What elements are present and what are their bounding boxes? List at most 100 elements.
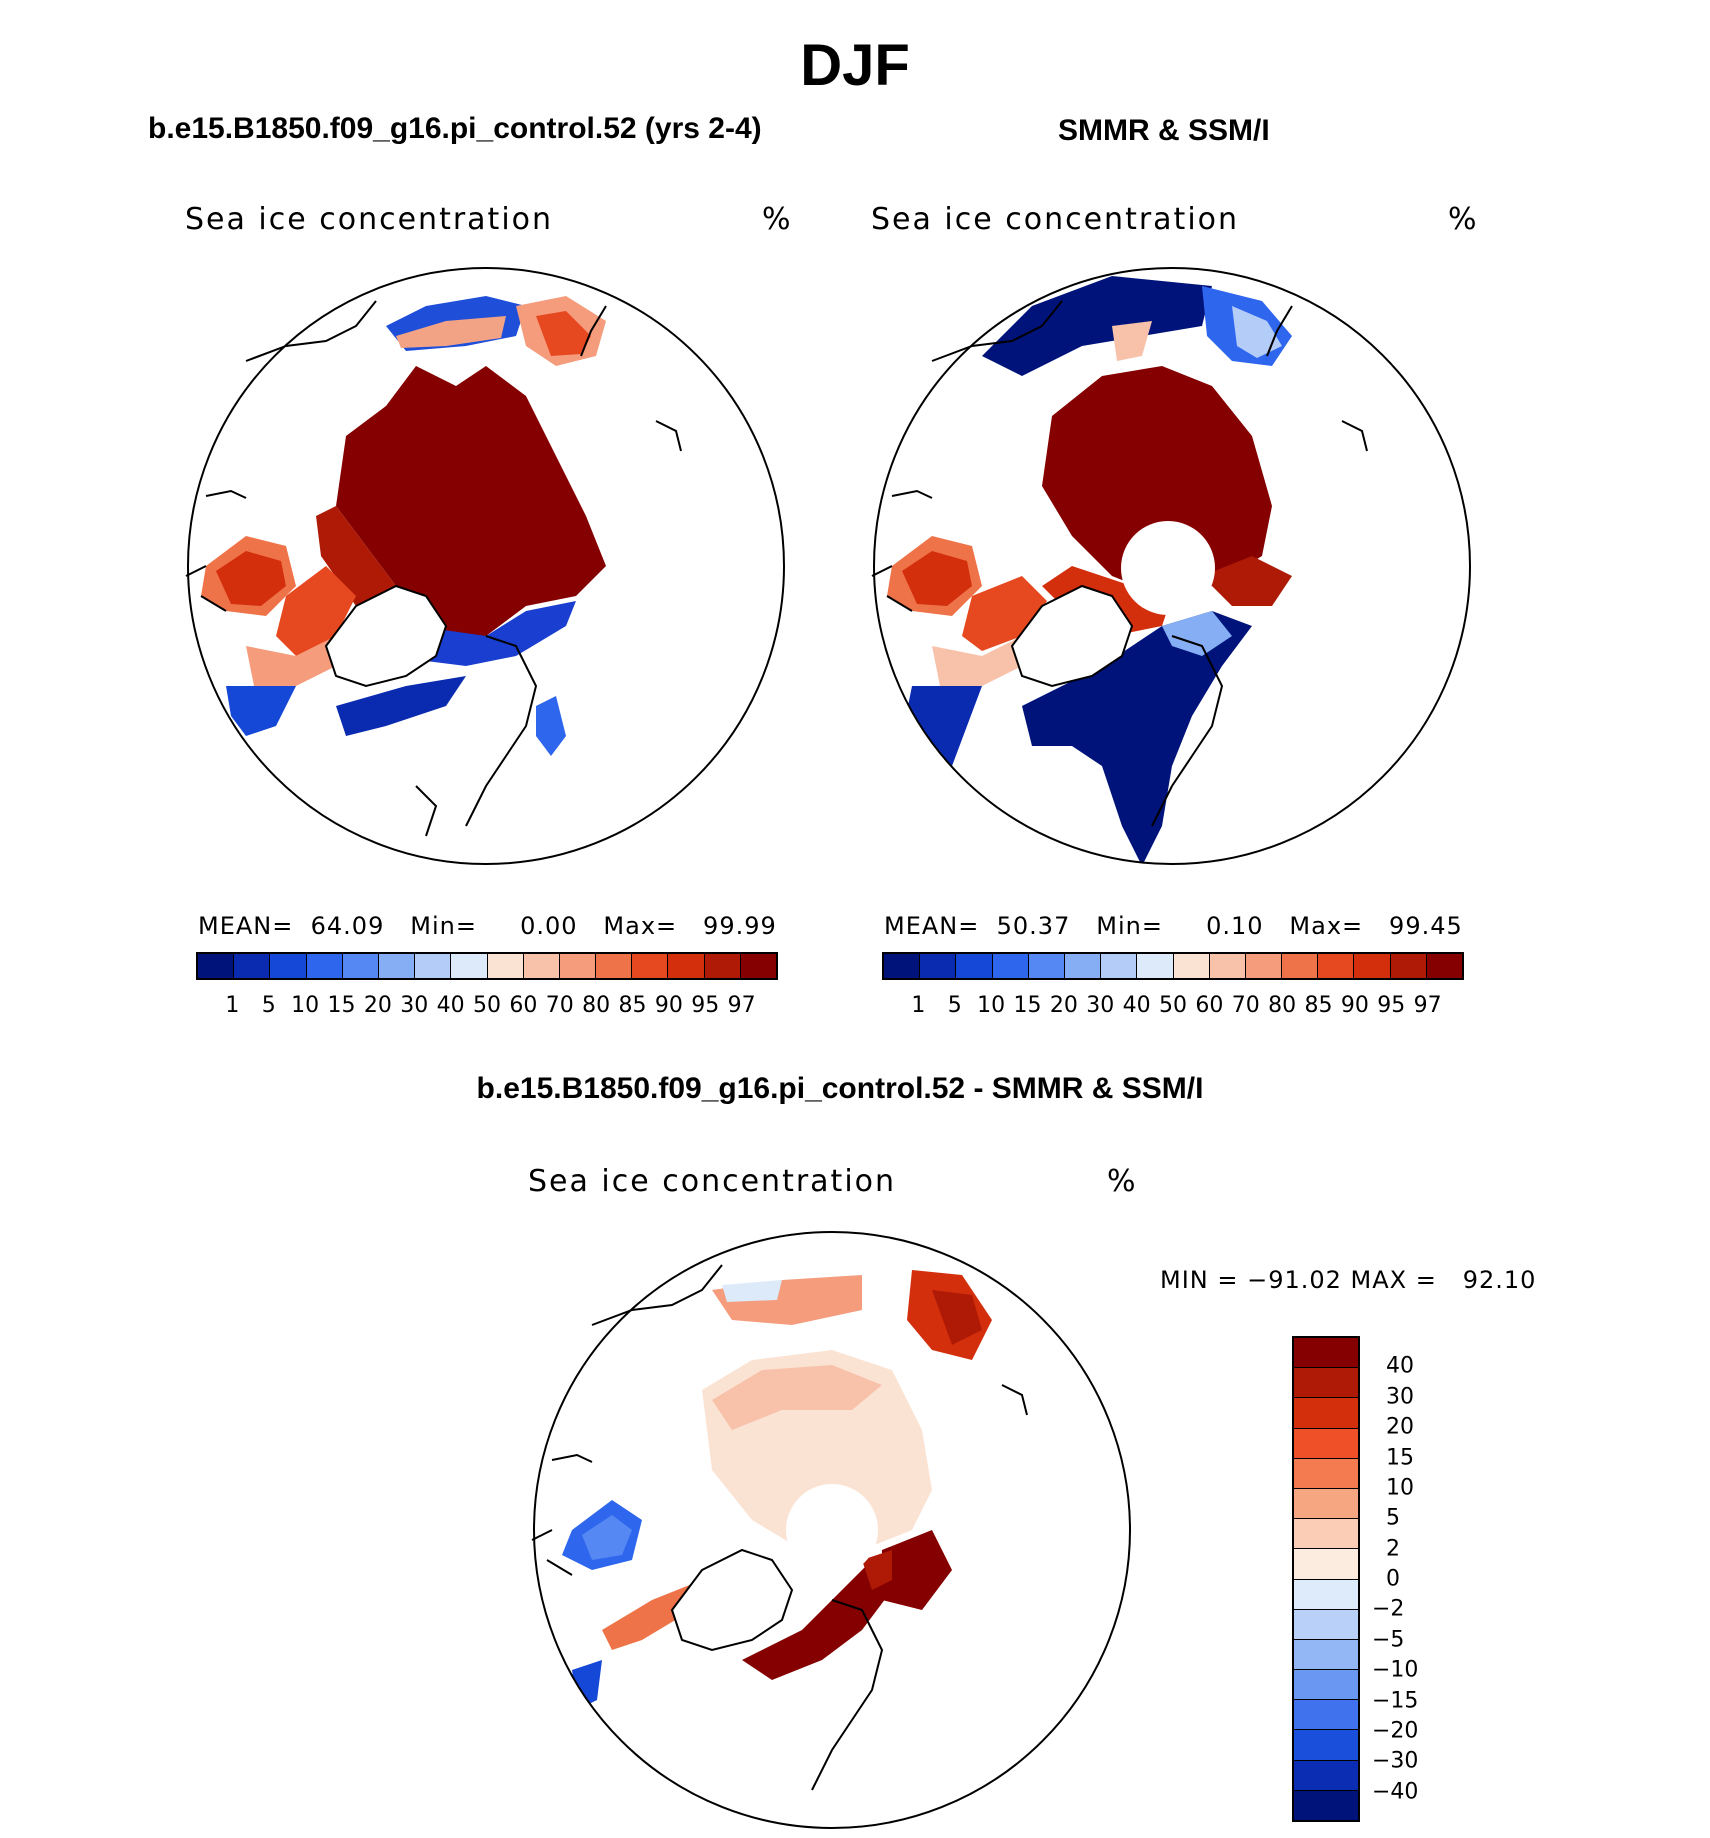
colorbar-tick-label: −40 (1372, 1779, 1419, 1805)
obs-units-label: % (1448, 202, 1477, 237)
colorbar-swatch (1294, 1488, 1358, 1520)
colorbar-tick-label: 15 (1386, 1445, 1414, 1470)
colorbar-swatch (1101, 954, 1138, 978)
obs-colorbar-ticks: 1 5 10 15 20 30 40 50 60 70 80 85 90 95 97 (882, 993, 1464, 1019)
colorbar-swatch (270, 954, 307, 978)
colorbar-swatch (1294, 1549, 1358, 1580)
colorbar-tick-label: 95 (691, 993, 720, 1018)
model-panel-title: b.e15.B1850.f09_g16.pi_control.52 (yrs 2… (148, 112, 762, 145)
colorbar-tick-label: 30 (400, 993, 429, 1018)
colorbar-tick-label: 60 (1195, 993, 1224, 1018)
colorbar-swatch (1282, 954, 1319, 978)
colorbar-swatch (1390, 954, 1427, 978)
colorbar-swatch (1318, 954, 1355, 978)
colorbar-swatch (704, 954, 741, 978)
obs-panel-title: SMMR & SSM/I (1058, 114, 1270, 147)
obs-polar-map (871, 267, 1471, 865)
obs-variable-label: Sea ice concentration (871, 202, 1240, 237)
colorbar-swatch (234, 954, 271, 978)
colorbar-tick-label: 97 (1413, 993, 1442, 1018)
model-colorbar (196, 952, 778, 980)
colorbar-tick-label: 30 (1386, 1384, 1414, 1410)
colorbar-swatch (1137, 954, 1174, 978)
colorbar-tick-label: 40 (436, 993, 465, 1018)
colorbar-swatch (559, 954, 597, 978)
colorbar-swatch (992, 954, 1029, 978)
colorbar-tick-label: 97 (727, 993, 756, 1018)
diff-colorbar-ticks: 40 30 20 15 10 5 2 0 −2 −5 −10 −15 −20 −30 −40 (1372, 1336, 1472, 1822)
colorbar-tick-label: 5 (261, 993, 276, 1018)
colorbar-swatch (1294, 1338, 1358, 1369)
colorbar-tick-label: 0 (1386, 1566, 1400, 1592)
obs-central-ice (1042, 366, 1272, 596)
colorbar-tick-label: 85 (1304, 993, 1333, 1018)
colorbar-swatch (342, 954, 379, 978)
colorbar-tick-label: −20 (1372, 1718, 1419, 1744)
colorbar-swatch (596, 954, 633, 978)
diff-units-label: % (1107, 1164, 1136, 1199)
model-stats: MEAN= 64.09 Min= 0.00 Max= 99.99 (198, 912, 777, 940)
obs-bering-ice (982, 276, 1212, 376)
colorbar-tick-label: −2 (1372, 1596, 1405, 1622)
colorbar-tick-label: 60 (509, 993, 538, 1018)
colorbar-swatch (378, 954, 416, 978)
colorbar-swatch (1294, 1609, 1358, 1640)
colorbar-tick-label: 90 (654, 993, 683, 1018)
colorbar-tick-label: 20 (363, 993, 392, 1018)
colorbar-swatch (523, 954, 560, 978)
model-colorbar-ticks: 1 5 10 15 20 30 40 50 60 70 80 85 90 95 97 (196, 993, 778, 1019)
colorbar-swatch (415, 954, 452, 978)
figure-title: DJF (800, 33, 910, 98)
colorbar-tick-label: 70 (545, 993, 574, 1018)
model-central-ice (336, 366, 606, 646)
colorbar-tick-label: 2 (1386, 1536, 1400, 1562)
colorbar-tick-label: 40 (1122, 993, 1151, 1018)
colorbar-swatch (1064, 954, 1102, 978)
colorbar-swatch (920, 954, 957, 978)
colorbar-swatch (884, 954, 921, 978)
colorbar-swatch (306, 954, 343, 978)
colorbar-swatch (198, 954, 235, 978)
obs-stats: MEAN= 50.37 Min= 0.10 Max= 99.45 (884, 912, 1463, 940)
colorbar-tick-label: 1 (911, 993, 926, 1018)
colorbar-tick-label: 70 (1231, 993, 1260, 1018)
diff-minmax: MIN = −91.02 MAX = 92.10 (1160, 1266, 1537, 1294)
colorbar-tick-label: 80 (1268, 993, 1297, 1018)
obs-colorbar (882, 952, 1464, 980)
colorbar-swatch (1173, 954, 1210, 978)
colorbar-swatch (1294, 1790, 1358, 1820)
colorbar-swatch (1209, 954, 1246, 978)
colorbar-tick-label: 30 (1086, 993, 1115, 1018)
colorbar-swatch (1294, 1398, 1358, 1429)
colorbar-tick-label: 10 (291, 993, 320, 1018)
colorbar-tick-label: 10 (1386, 1475, 1414, 1501)
diff-colorbar (1292, 1336, 1360, 1822)
model-polar-map (185, 267, 785, 865)
colorbar-swatch (1294, 1579, 1358, 1610)
colorbar-tick-label: −30 (1372, 1748, 1419, 1774)
colorbar-tick-label: 85 (618, 993, 647, 1018)
diff-panel-title: b.e15.B1850.f09_g16.pi_control.52 - SMMR… (476, 1072, 1204, 1105)
colorbar-tick-label: 50 (473, 993, 501, 1018)
colorbar-tick-label: 5 (947, 993, 962, 1018)
colorbar-swatch (1426, 954, 1462, 978)
colorbar-tick-label: 20 (1049, 993, 1078, 1018)
colorbar-tick-label: 80 (582, 993, 611, 1018)
model-map-boundary (187, 267, 785, 865)
diff-variable-label: Sea ice concentration (528, 1164, 897, 1199)
colorbar-swatch (1294, 1639, 1358, 1671)
colorbar-swatch (1294, 1368, 1358, 1399)
colorbar-swatch (1354, 954, 1391, 978)
colorbar-swatch (1294, 1730, 1358, 1761)
colorbar-tick-label: 1 (225, 993, 240, 1018)
colorbar-tick-label: −10 (1372, 1657, 1419, 1683)
model-greenland (324, 584, 448, 688)
colorbar-swatch (1245, 954, 1283, 978)
colorbar-tick-label: 95 (1377, 993, 1406, 1018)
colorbar-tick-label: 90 (1340, 993, 1369, 1018)
colorbar-swatch (1294, 1519, 1358, 1550)
colorbar-tick-label: 15 (1013, 993, 1042, 1018)
colorbar-swatch (740, 954, 776, 978)
diff-polar-map (531, 1231, 1131, 1829)
colorbar-swatch (451, 954, 488, 978)
